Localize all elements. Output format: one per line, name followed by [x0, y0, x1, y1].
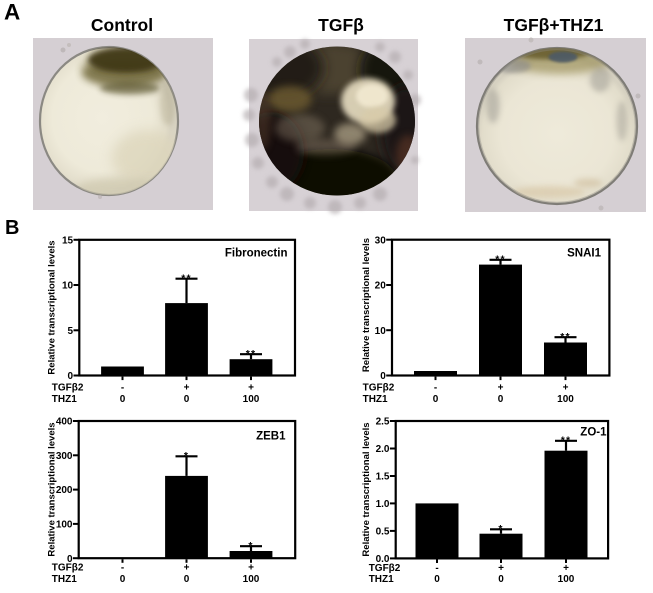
- svg-text:THZ1: THZ1: [52, 394, 77, 405]
- svg-text:TGFβ2: TGFβ2: [369, 563, 401, 574]
- svg-text:+: +: [248, 383, 254, 394]
- svg-text:100: 100: [558, 574, 575, 585]
- svg-text:**: **: [495, 253, 506, 265]
- svg-text:A: A: [4, 0, 20, 25]
- svg-text:0: 0: [184, 394, 190, 405]
- svg-text:TGFβ2: TGFβ2: [363, 383, 395, 394]
- svg-text:2.0: 2.0: [376, 444, 390, 455]
- svg-text:-: -: [121, 563, 124, 574]
- svg-text:Fibronectin: Fibronectin: [225, 248, 288, 260]
- svg-text:0: 0: [68, 371, 74, 382]
- svg-text:0.5: 0.5: [376, 527, 390, 538]
- svg-text:30: 30: [375, 235, 387, 246]
- svg-text:TGFβ2: TGFβ2: [52, 563, 84, 574]
- svg-text:**: **: [560, 331, 571, 343]
- svg-text:15: 15: [62, 235, 74, 246]
- svg-text:+: +: [184, 383, 190, 394]
- svg-text:-: -: [435, 563, 438, 574]
- svg-text:20: 20: [375, 281, 387, 292]
- svg-text:TGFβ+THZ1: TGFβ+THZ1: [504, 15, 604, 35]
- svg-text:*: *: [248, 540, 253, 552]
- svg-text:Relative transcriptional level: Relative transcriptional levels: [361, 238, 372, 372]
- svg-text:**: **: [181, 272, 192, 284]
- svg-text:-: -: [121, 383, 124, 394]
- svg-text:ZO-1: ZO-1: [580, 427, 607, 439]
- svg-text:200: 200: [56, 485, 73, 496]
- svg-text:B: B: [5, 217, 19, 239]
- svg-text:10: 10: [375, 326, 387, 337]
- svg-text:+: +: [248, 563, 254, 574]
- svg-text:10: 10: [62, 281, 74, 292]
- svg-text:0: 0: [67, 554, 73, 565]
- svg-text:0: 0: [498, 394, 504, 405]
- svg-text:-: -: [434, 383, 437, 394]
- svg-text:+: +: [563, 383, 569, 394]
- svg-text:0: 0: [498, 574, 504, 585]
- svg-text:ZEB1: ZEB1: [256, 431, 286, 443]
- svg-text:100: 100: [557, 394, 574, 405]
- svg-text:Relative transcriptional level: Relative transcriptional levels: [47, 422, 58, 556]
- svg-text:2.5: 2.5: [376, 417, 390, 428]
- svg-text:100: 100: [243, 394, 260, 405]
- svg-text:300: 300: [56, 451, 73, 462]
- svg-text:Relative transcriptional level: Relative transcriptional levels: [361, 422, 372, 556]
- svg-text:*: *: [184, 450, 189, 462]
- svg-text:100: 100: [243, 574, 260, 585]
- svg-text:100: 100: [56, 520, 73, 531]
- svg-text:TGFβ2: TGFβ2: [52, 383, 84, 394]
- svg-text:+: +: [498, 383, 504, 394]
- svg-text:0: 0: [120, 394, 126, 405]
- svg-text:**: **: [246, 348, 257, 360]
- svg-text:THZ1: THZ1: [369, 574, 394, 585]
- svg-text:THZ1: THZ1: [52, 574, 77, 585]
- svg-text:0: 0: [433, 394, 439, 405]
- svg-text:+: +: [498, 563, 504, 574]
- svg-text:+: +: [563, 563, 569, 574]
- svg-text:0.0: 0.0: [376, 554, 390, 565]
- svg-text:SNAI1: SNAI1: [567, 248, 601, 260]
- svg-text:0: 0: [434, 574, 440, 585]
- svg-text:1.0: 1.0: [376, 499, 390, 510]
- svg-text:0: 0: [120, 574, 126, 585]
- svg-text:400: 400: [56, 417, 73, 428]
- svg-text:Control: Control: [91, 15, 153, 35]
- svg-text:**: **: [561, 434, 572, 446]
- svg-text:0: 0: [184, 574, 190, 585]
- svg-text:Relative transcriptional level: Relative transcriptional levels: [47, 240, 58, 374]
- svg-text:TGFβ: TGFβ: [318, 15, 364, 35]
- svg-text:*: *: [498, 523, 503, 535]
- svg-text:5: 5: [68, 326, 74, 337]
- svg-text:1.5: 1.5: [376, 472, 390, 483]
- svg-text:+: +: [184, 563, 190, 574]
- svg-text:0: 0: [380, 371, 386, 382]
- svg-text:THZ1: THZ1: [363, 394, 388, 405]
